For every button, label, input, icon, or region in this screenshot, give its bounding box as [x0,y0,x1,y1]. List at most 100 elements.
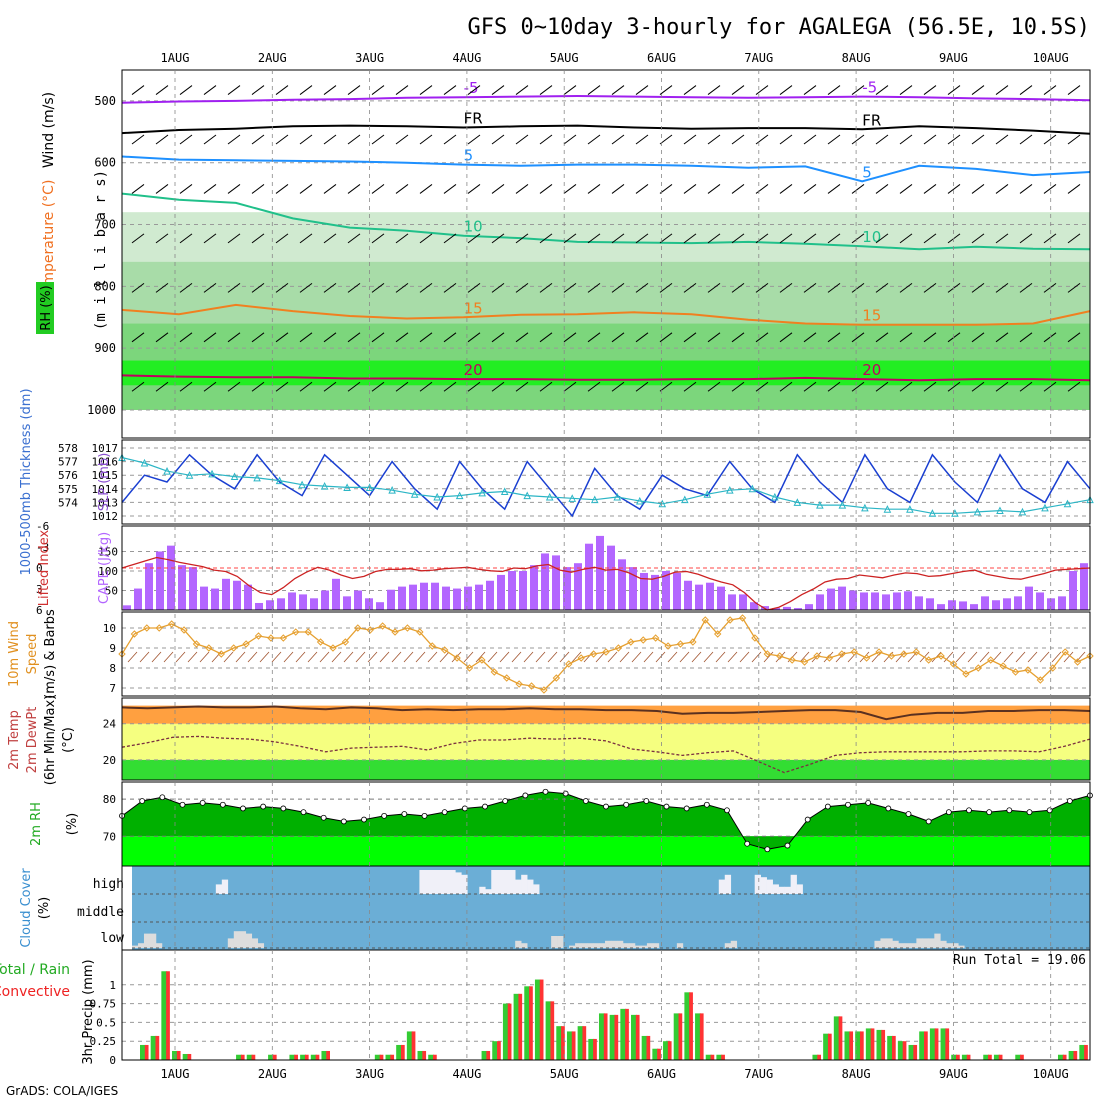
wind-barb [731,381,745,392]
wind-speed-marker [1011,668,1020,676]
rh-tick-label: 80 [103,793,116,806]
wind-barb [827,184,841,194]
cloud-bar [724,874,732,894]
cloud-bar [557,936,564,948]
cape-bar [1069,571,1077,610]
li-tick-label: 6 [36,604,43,617]
precip-tick-label: 1 [109,979,116,992]
wind-barb [899,332,913,343]
contour-line-0 [121,94,1091,104]
cloud-bar [934,933,941,948]
cape-bar [574,563,582,610]
li-tick-label: 3 [36,583,43,596]
rh-marker [320,814,327,821]
wind-speed-marker [515,680,523,688]
cloud-bar [634,945,642,948]
wind-barb [419,233,433,244]
wind-speed-marker [540,686,548,694]
wind-barb [467,184,481,194]
rh-marker [482,803,488,810]
cloud-bar [227,938,235,948]
precip-convective-bar [913,1044,918,1060]
rh-shade-saturated [122,360,1090,386]
precip-total-bar [855,1031,862,1060]
date-label-bottom: 9AUG [939,1067,968,1081]
precip-convective-bar [582,1026,587,1060]
precip-convective-bar [294,1054,298,1060]
cloud-bar [646,943,654,948]
precip-convective-bar [859,1031,864,1060]
wind-speed-marker [254,632,263,640]
precip-total-bar [396,1044,403,1060]
wind-speed-marker [391,628,399,636]
precip-convective-bar [614,1014,619,1060]
wind-barb [1043,282,1057,293]
rh-marker [240,805,246,812]
wind-barb [371,282,385,293]
cloud-bar [778,886,785,894]
precip-convective-bar [1073,1050,1078,1060]
precip-ylabel-total: Total / Rain [0,962,70,978]
wind-barb [131,233,145,244]
wind-barb [419,282,433,293]
cape-bar [629,567,637,610]
contour-line-3 [121,192,1091,251]
wind-speed-marker [478,656,486,664]
wind-barb [851,134,865,145]
cloud-bar [257,943,265,948]
cape-bar [255,602,263,610]
wind-barb [683,134,697,145]
wind-barb [923,184,937,194]
rh-shade-light [122,212,1090,262]
precip-convective-bar [433,1054,437,1060]
wind-barb [467,381,481,392]
precip-total-bar [566,1031,573,1060]
cloud-ylabel-2: (%) [37,897,52,920]
rh-marker [381,812,388,819]
surface-wind-barb [727,651,738,663]
cape-bar [805,604,813,610]
wind-barb [779,282,793,293]
rh-legend-swatch [36,282,54,334]
wind-barb [1019,332,1033,343]
precip-total-bar [887,1035,894,1060]
wind-barb [587,332,601,343]
wind-barb [995,282,1009,293]
surface-wind-barb [607,651,618,663]
wind-barb [587,233,601,244]
wind-barb [131,184,145,194]
cape-bar [772,608,780,610]
cape-bar [541,553,549,610]
surface-wind-barb [127,651,138,663]
li-line [121,556,1091,611]
cloud-bar [485,889,492,894]
contour-line-1 [121,124,1091,135]
cape-bar [904,591,912,610]
temp-ylabel-0: 2m Temp [7,710,22,770]
precip-total-bar [897,1041,904,1060]
wind-barb [1067,332,1081,343]
cape-bar [959,601,967,610]
wind-barb [395,282,409,293]
wind-speed-marker [676,640,685,648]
thickness-marker [410,490,419,498]
precip-convective-bar [998,1054,1003,1060]
wind-barb [179,332,193,343]
wind-barb [707,233,721,244]
wind-barb [227,85,241,95]
precip-total-bar [631,1014,637,1060]
precip-total-bar [695,1013,701,1060]
rh-marker [945,809,952,816]
wind-barb [203,233,217,244]
cape-bar [156,551,164,610]
wind-barb [323,381,337,392]
wind-barb [1043,184,1057,194]
cape-bar [233,580,241,610]
rh-marker [643,798,650,804]
cape-bar [860,592,868,610]
wind-barb [923,332,937,343]
slp-tick-label: 1015 [92,469,119,482]
cloud-bar [724,943,732,948]
contour-label: 15 [464,299,483,317]
wind-barb [1043,332,1057,343]
